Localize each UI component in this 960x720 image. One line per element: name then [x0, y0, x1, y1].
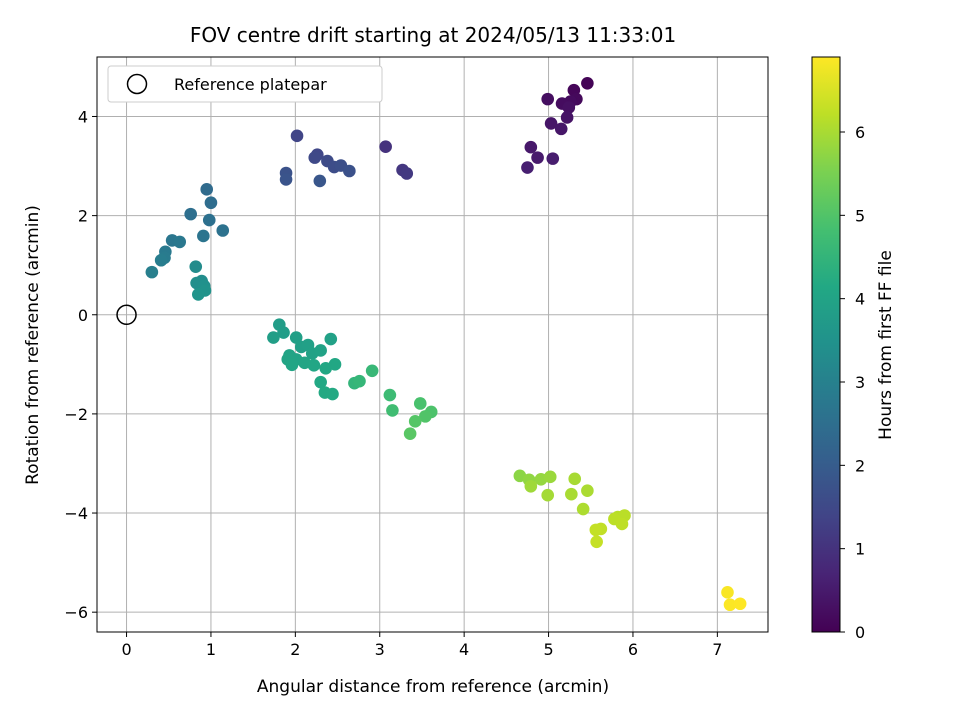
data-point	[568, 472, 582, 486]
y-tick-label: 4	[78, 107, 88, 126]
colorbar-label: Hours from first FF file	[876, 250, 896, 440]
data-point	[353, 374, 366, 388]
data-point	[565, 487, 578, 501]
data-point	[581, 76, 594, 90]
x-tick-label: 2	[290, 640, 300, 659]
data-point	[590, 535, 603, 549]
colorbar-tick-label: 6	[855, 123, 865, 142]
x-tick-label: 5	[543, 640, 553, 659]
colorbar-ticks: 0 1 2 3 4 5 6	[840, 123, 865, 642]
data-point	[285, 358, 299, 372]
data-point	[413, 397, 427, 410]
legend: Reference platepar	[107, 65, 383, 103]
x-tick-label: 0	[121, 640, 131, 659]
data-point	[521, 161, 534, 174]
x-tick-label: 1	[206, 640, 216, 659]
data-point	[197, 229, 210, 243]
data-point	[202, 213, 216, 227]
data-point	[721, 586, 734, 599]
data-point	[216, 224, 230, 237]
data-point	[154, 253, 168, 267]
data-point	[576, 502, 590, 516]
colorbar-tick-label: 2	[855, 456, 865, 475]
scatter-points	[145, 76, 747, 612]
data-point	[343, 164, 356, 178]
legend-reference-marker	[126, 73, 148, 95]
x-axis-ticks: 0 1 2 3 4 5 6 7	[121, 632, 722, 659]
y-tick-label: 0	[78, 306, 88, 325]
data-point	[733, 597, 747, 611]
data-point	[544, 117, 558, 130]
data-point	[173, 235, 187, 249]
data-point	[328, 358, 342, 371]
y-axis-label: Rotation from reference (arcmin)	[23, 205, 43, 485]
data-point	[543, 470, 557, 484]
data-point	[723, 598, 737, 612]
chart-title: FOV centre drift starting at 2024/05/13 …	[190, 23, 676, 47]
data-point	[419, 410, 432, 423]
x-tick-label: 6	[628, 640, 638, 659]
data-point	[307, 359, 321, 372]
data-point	[324, 332, 338, 346]
y-tick-label: −4	[64, 504, 88, 523]
data-point	[191, 288, 205, 301]
legend-label-reference: Reference platepar	[174, 75, 327, 94]
colorbar-tick-label: 1	[855, 540, 865, 559]
data-point	[554, 122, 568, 136]
x-axis-label: Angular distance from reference (arcmin)	[257, 677, 609, 697]
data-point	[314, 344, 327, 357]
plot-frame	[96, 56, 769, 633]
data-point	[290, 129, 304, 143]
data-point	[400, 167, 414, 180]
data-point	[560, 111, 574, 124]
data-point	[581, 484, 594, 498]
data-point	[204, 196, 218, 210]
x-tick-label: 3	[375, 640, 385, 659]
data-point	[541, 92, 555, 106]
y-axis-ticks: −6 −4 −2 0 2 4	[64, 107, 97, 622]
data-point	[383, 388, 397, 402]
y-tick-label: −6	[64, 603, 88, 622]
data-point	[524, 479, 538, 493]
x-tick-label: 7	[712, 640, 722, 659]
data-point	[408, 415, 422, 428]
data-point	[314, 375, 327, 389]
data-point	[524, 140, 538, 154]
data-point	[615, 517, 629, 531]
colorbar: 0 1 2 3 4 5 6 Hours from first FF file	[811, 56, 896, 642]
reference-marker	[116, 304, 137, 326]
data-point	[200, 183, 214, 196]
colorbar-tick-label: 4	[855, 290, 865, 309]
legend-box	[107, 65, 383, 103]
data-point	[145, 265, 159, 279]
data-point	[403, 427, 417, 441]
x-tick-label: 4	[459, 640, 469, 659]
y-tick-label: 2	[78, 207, 88, 226]
data-point	[289, 331, 303, 344]
colorbar-tick-label: 5	[855, 206, 865, 225]
data-point	[277, 326, 290, 339]
data-point	[326, 387, 339, 401]
grid-lines	[97, 57, 768, 632]
data-point	[531, 151, 544, 164]
data-point	[267, 331, 280, 344]
data-point	[308, 151, 322, 164]
colorbar-tick-label: 0	[855, 623, 865, 642]
data-point	[541, 488, 555, 502]
data-point	[313, 174, 327, 188]
colorbar-tick-label: 3	[855, 373, 865, 392]
data-point	[189, 260, 203, 273]
data-point	[379, 140, 392, 154]
reference-point	[116, 304, 137, 326]
data-point	[184, 207, 197, 221]
data-point	[562, 101, 576, 114]
data-point	[386, 404, 399, 417]
colorbar-gradient	[811, 56, 841, 633]
data-point	[279, 173, 293, 186]
data-point	[365, 364, 379, 378]
data-point	[546, 152, 560, 165]
data-point	[589, 523, 603, 537]
y-tick-label: −2	[64, 405, 88, 424]
